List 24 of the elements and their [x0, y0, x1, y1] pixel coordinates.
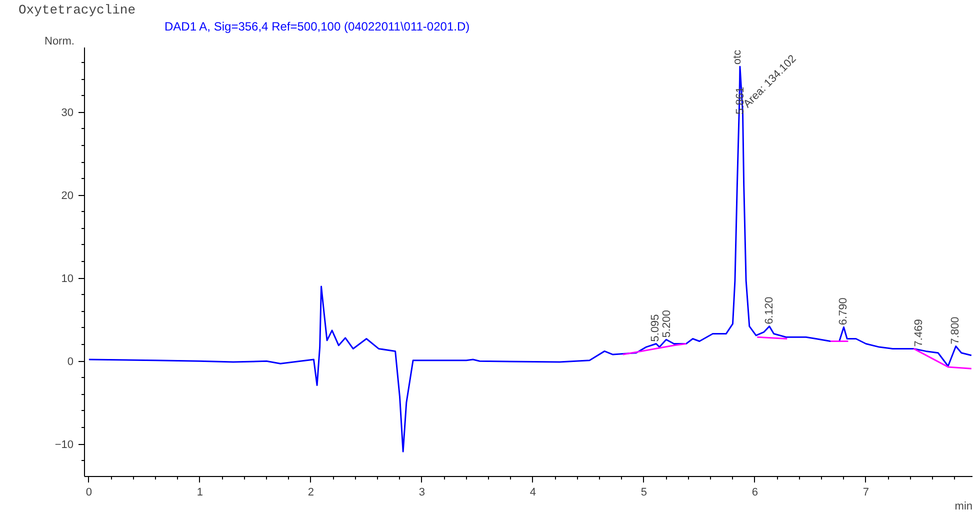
x-tick-label: 7 — [862, 486, 870, 498]
y-tick-label: −10 — [54, 439, 74, 452]
y-tick-label: 0 — [67, 356, 74, 368]
annotation: 6.120 — [763, 296, 776, 324]
annotation: 7.800 — [950, 316, 962, 344]
chart-subtitle: DAD1 A, Sig=356,4 Ref=500,100 (04022011\011-0201.D) — [164, 20, 470, 34]
annotation: 6.790 — [838, 298, 850, 326]
y-tick-label: 20 — [61, 190, 74, 202]
x-tick-label: 4 — [530, 486, 536, 498]
x-tick-label: 5 — [640, 486, 648, 498]
x-tick-label: 2 — [308, 486, 314, 498]
x-tick-label: 1 — [196, 486, 204, 498]
annotation: 7.469 — [913, 319, 925, 347]
annotation: 5.095 — [649, 314, 662, 342]
chart-title: Oxytetracycline — [18, 2, 136, 18]
annotation: 5.200 — [661, 310, 674, 338]
x-tick-label: 0 — [86, 486, 92, 498]
y-tick-label: 10 — [61, 273, 74, 286]
x-tick-label: 3 — [418, 486, 426, 498]
y-axis-title: Norm. — [44, 36, 74, 48]
y-tick-label: 30 — [61, 107, 74, 120]
annotation: otc — [732, 49, 744, 65]
x-axis-title: min — [954, 500, 973, 512]
x-tick-label: 6 — [752, 486, 758, 498]
